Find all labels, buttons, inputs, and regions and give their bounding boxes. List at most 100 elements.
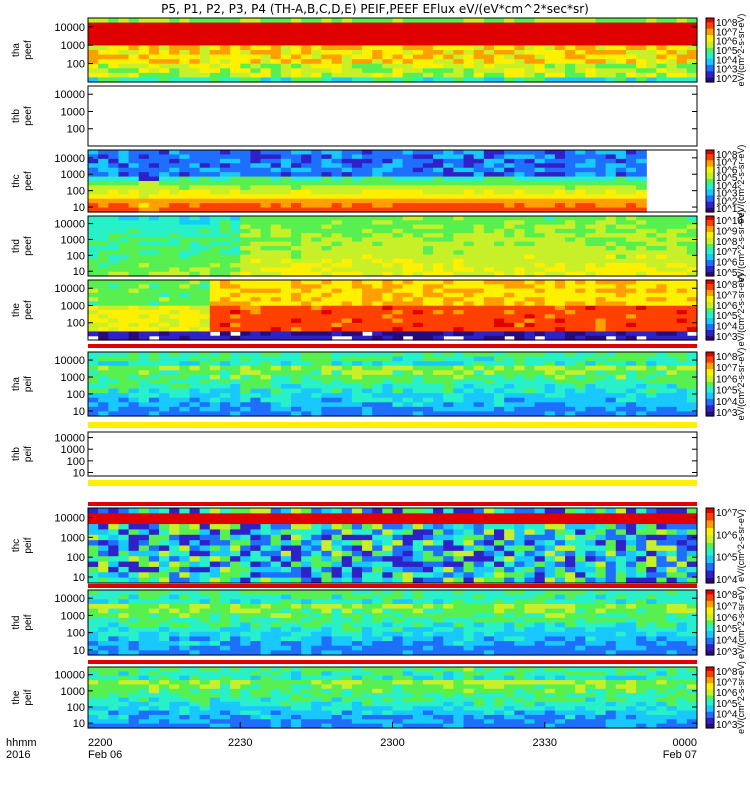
heatmap-cell [270,54,282,60]
heatmap-cell [209,379,221,385]
heatmap-cell [636,150,647,156]
heatmap-cell [240,331,251,337]
heatmap-cell [88,22,99,28]
heatmap-cell [331,254,343,260]
heatmap-cell [118,254,130,260]
heatmap-cell [270,322,282,328]
heatmap-cell [625,411,637,417]
heatmap-cell [605,22,617,28]
heatmap-cell [483,301,495,307]
heatmap-cell [544,335,556,341]
heatmap-cell [554,172,566,178]
heatmap-cell [138,393,150,399]
heatmap-cell [412,216,424,221]
heatmap-cell [372,322,383,328]
heatmap-cell [402,327,414,333]
heatmap-cell [473,237,485,243]
heatmap-cell [392,54,404,60]
heatmap-cell [159,402,170,408]
heatmap-cell [605,203,617,209]
heatmap-cell [453,63,465,69]
heatmap-cell [98,246,109,251]
heatmap-cell [169,189,180,195]
heatmap-cell [240,271,251,277]
heatmap-cell [230,540,241,547]
heatmap-cell [219,254,231,260]
heatmap-cell [341,524,353,531]
heatmap-cell [534,284,546,290]
heatmap-cell [219,310,231,315]
heatmap-cell [412,379,424,385]
heatmap-cell [575,68,586,74]
heatmap-cell [554,27,566,33]
heatmap-cell [656,45,668,51]
heatmap-cell [209,163,221,169]
heatmap-cell [362,524,373,531]
heatmap-cell [341,163,353,169]
heatmap-cell [351,518,363,525]
heatmap-cell [372,356,383,362]
heatmap-cell [260,566,272,573]
heatmap-cell [331,185,343,191]
heatmap-cell [219,384,231,390]
heatmap-cell [362,572,373,579]
heatmap-cell [270,185,282,191]
heatmap-cell [351,314,363,320]
heatmap-cell [169,356,180,362]
heatmap-cell [382,310,394,315]
heatmap-cell [595,271,607,277]
heatmap-cell [575,361,586,367]
heatmap-cell [331,31,343,37]
heatmap-cell [453,280,465,285]
heatmap-cell [686,388,698,394]
heatmap-cell [260,356,272,362]
heatmap-cell [615,150,627,156]
heatmap-cell [422,545,434,552]
heatmap-cell [321,411,333,417]
heatmap-cell [179,280,191,285]
heatmap-cell [189,280,201,285]
colorbar-swatch [706,286,714,289]
heatmap-cell [514,154,526,160]
heatmap-cell [494,327,505,333]
heatmap-cell [128,18,140,24]
heatmap-cell [453,216,465,221]
heatmap-cell [159,27,170,33]
heatmap-cell [301,508,312,514]
heatmap-cell [575,305,586,311]
heatmap-cell [514,271,526,277]
heatmap-cell [331,176,343,182]
heatmap-cell [199,40,211,47]
heatmap-cell [280,292,292,298]
heatmap-cell [230,310,241,315]
heatmap-cell [108,194,120,200]
heatmap-cell [412,411,424,417]
heatmap-cell [280,27,292,33]
heatmap-cell [108,374,120,381]
heatmap-cell [554,150,566,156]
heatmap-cell [554,271,566,277]
heatmap-cell [88,577,99,584]
heatmap-cell [473,158,485,164]
heatmap-cell [189,59,201,65]
heatmap-cell [554,361,566,367]
heatmap-cell [463,181,475,187]
heatmap-cell [565,331,576,337]
heatmap-cell [595,352,607,358]
heatmap-cell [575,280,586,285]
heatmap-cell [372,63,383,69]
colorbar-swatch [706,294,714,297]
heatmap-cell [636,361,647,367]
heatmap-cell [656,72,668,79]
heatmap-cell [148,513,160,520]
heatmap-cell [463,397,475,403]
heatmap-cell [351,31,363,37]
heatmap-cell [372,68,383,74]
heatmap-cell [351,534,363,541]
heatmap-cell [636,406,647,413]
heatmap-cell [118,228,130,234]
heatmap-cell [148,318,160,324]
heatmap-cell [189,374,201,381]
heatmap-cell [118,288,130,294]
heatmap-cell [169,540,180,547]
